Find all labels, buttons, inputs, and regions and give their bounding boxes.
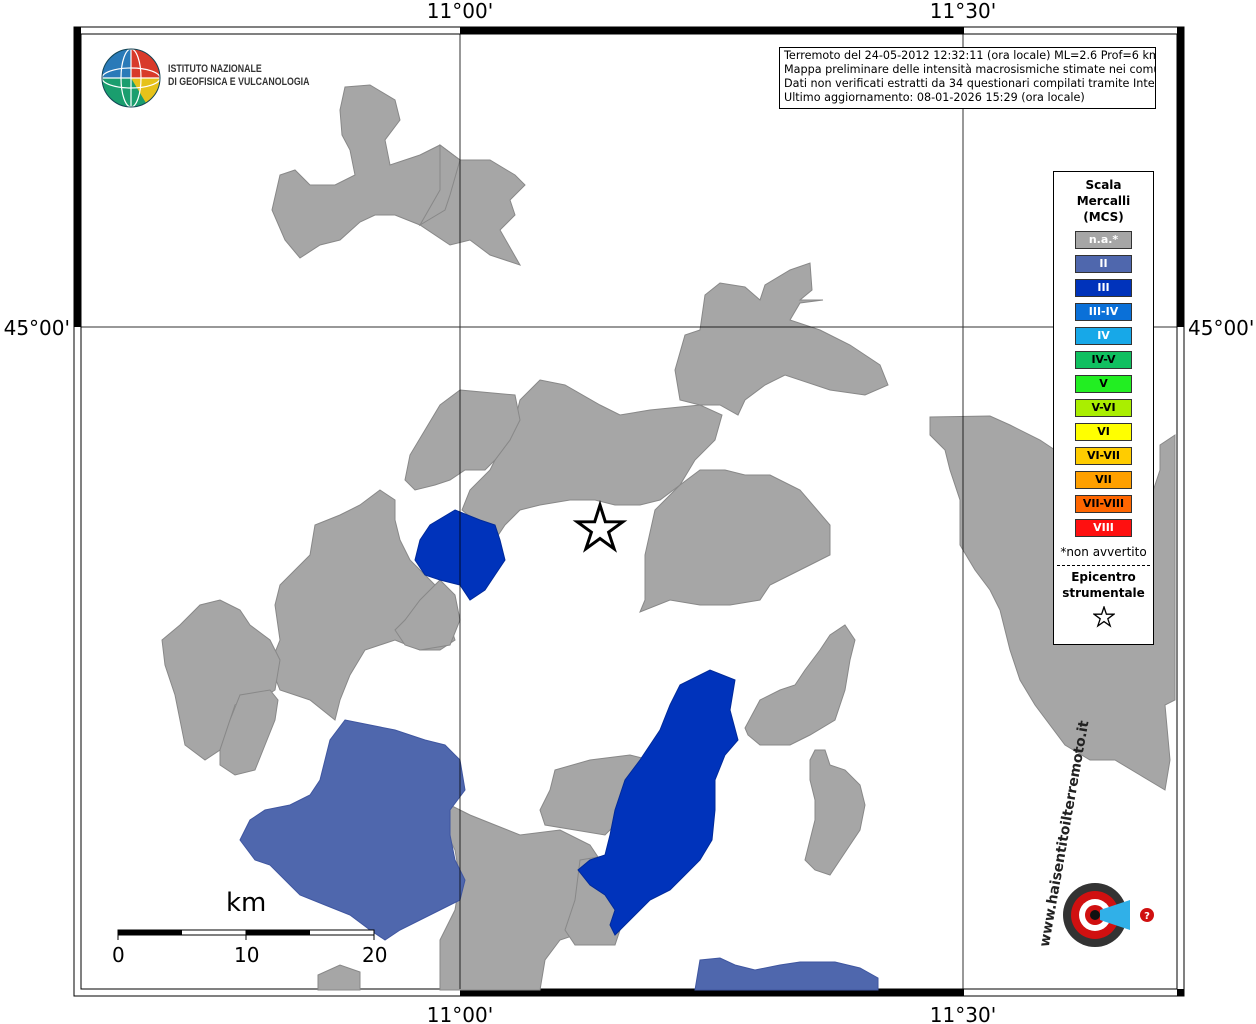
lon-label-top-left: 11°00' <box>427 0 493 23</box>
legend-item: VIII <box>1075 519 1132 537</box>
legend-title-line2: Mercalli <box>1076 194 1131 208</box>
legend-title: Scala Mercalli (MCS) <box>1054 177 1153 225</box>
lon-label-top-right: 11°30' <box>930 0 996 23</box>
legend-item: IV-V <box>1075 351 1132 369</box>
legend-item: IV <box>1075 327 1132 345</box>
legend-item: VI-VII <box>1075 447 1132 465</box>
scale-bar <box>117 929 375 940</box>
legend-items: n.a.* II III III-IV IV IV-V V V-VI VI VI-VII VII VI… <box>1054 231 1153 537</box>
earthquake-info-box: Terremoto del 24-05-2012 12:32:11 (ora l… <box>779 47 1156 109</box>
municipalities-intensity-II <box>239 719 879 991</box>
legend-note: *non avvertito <box>1060 545 1147 559</box>
scale-tick-20: 20 <box>362 943 388 967</box>
legend-item: V <box>1075 375 1132 393</box>
legend-item: VI <box>1075 423 1132 441</box>
scale-tick-10: 10 <box>234 943 260 967</box>
lat-label-left: 45°00' <box>4 316 70 340</box>
legend-item: II <box>1075 255 1132 273</box>
logo-line2: DI GEOFISICA E VULCANOLOGIA <box>168 76 310 88</box>
ingv-logo: ISTITUTO NAZIONALE DI GEOFISICA E VULCAN… <box>100 47 320 111</box>
info-line1: Terremoto del 24-05-2012 12:32:11 (ora l… <box>784 49 1156 62</box>
info-line3: Dati non verificati estratti da 34 quest… <box>784 77 1156 90</box>
legend-separator <box>1057 565 1150 566</box>
legend-title-line1: Scala <box>1085 178 1122 192</box>
legend-item: VII-VIII <box>1075 495 1132 513</box>
lat-label-right: 45°00' <box>1188 316 1254 340</box>
svg-text:?: ? <box>1144 911 1150 922</box>
scale-unit-label: km <box>226 888 267 918</box>
legend-item: III <box>1075 279 1132 297</box>
legend-item: n.a.* <box>1075 231 1132 249</box>
legend-star-icon <box>1054 604 1153 632</box>
mcs-legend: Scala Mercalli (MCS) n.a.* II III III-IV IV I… <box>1053 171 1154 645</box>
globe-icon <box>101 48 161 108</box>
lon-label-bottom-right: 11°30' <box>930 1003 996 1024</box>
legend-item: VII <box>1075 471 1132 489</box>
legend-epicenter-line2: strumentale <box>1062 586 1145 600</box>
epicenter-star-icon <box>572 500 628 553</box>
info-line4: Ultimo aggiornamento: 08-01-2026 15:29 (… <box>784 91 1085 104</box>
graticule <box>81 34 1177 989</box>
legend-epicenter-label: Epicentro strumentale <box>1054 569 1153 601</box>
logo-line1: ISTITUTO NAZIONALE <box>168 63 262 75</box>
lon-label-bottom-left: 11°00' <box>427 1003 493 1024</box>
legend-title-line3: (MCS) <box>1083 210 1124 224</box>
legend-item: III-IV <box>1075 303 1132 321</box>
legend-item: V-VI <box>1075 399 1132 417</box>
legend-epicenter-line1: Epicentro <box>1071 570 1136 584</box>
info-line2: Mappa preliminare delle intensità macros… <box>784 63 1156 76</box>
scale-tick-0: 0 <box>112 943 125 967</box>
municipalities-na <box>161 84 1176 991</box>
